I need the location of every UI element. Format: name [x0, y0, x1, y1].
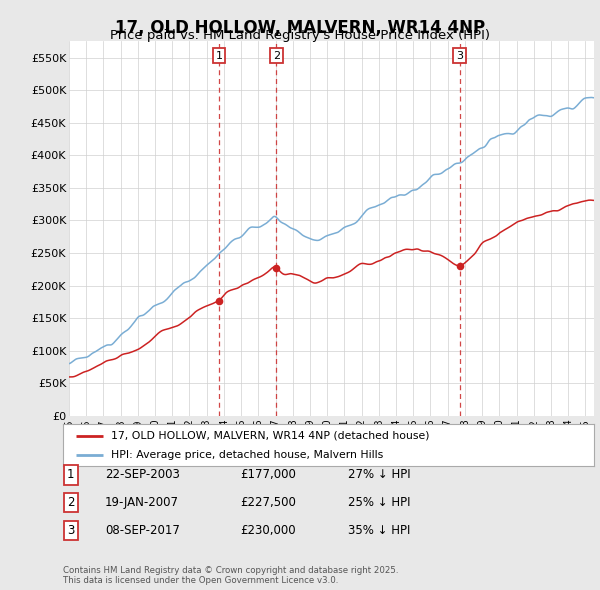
Text: 3: 3	[67, 524, 74, 537]
Text: 17, OLD HOLLOW, MALVERN, WR14 4NP: 17, OLD HOLLOW, MALVERN, WR14 4NP	[115, 19, 485, 37]
Text: 35% ↓ HPI: 35% ↓ HPI	[348, 524, 410, 537]
Text: HPI: Average price, detached house, Malvern Hills: HPI: Average price, detached house, Malv…	[111, 450, 383, 460]
Text: 17, OLD HOLLOW, MALVERN, WR14 4NP (detached house): 17, OLD HOLLOW, MALVERN, WR14 4NP (detac…	[111, 431, 429, 441]
Text: 08-SEP-2017: 08-SEP-2017	[105, 524, 180, 537]
Text: 22-SEP-2003: 22-SEP-2003	[105, 468, 180, 481]
Text: £230,000: £230,000	[240, 524, 296, 537]
Text: 2: 2	[67, 496, 74, 509]
Text: 3: 3	[456, 51, 463, 61]
Text: 1: 1	[215, 51, 223, 61]
Text: £227,500: £227,500	[240, 496, 296, 509]
Text: Price paid vs. HM Land Registry's House Price Index (HPI): Price paid vs. HM Land Registry's House …	[110, 30, 490, 42]
Text: 27% ↓ HPI: 27% ↓ HPI	[348, 468, 410, 481]
Text: 19-JAN-2007: 19-JAN-2007	[105, 496, 179, 509]
Text: 25% ↓ HPI: 25% ↓ HPI	[348, 496, 410, 509]
Text: 2: 2	[273, 51, 280, 61]
Text: £177,000: £177,000	[240, 468, 296, 481]
Text: Contains HM Land Registry data © Crown copyright and database right 2025.
This d: Contains HM Land Registry data © Crown c…	[63, 566, 398, 585]
Text: 1: 1	[67, 468, 74, 481]
